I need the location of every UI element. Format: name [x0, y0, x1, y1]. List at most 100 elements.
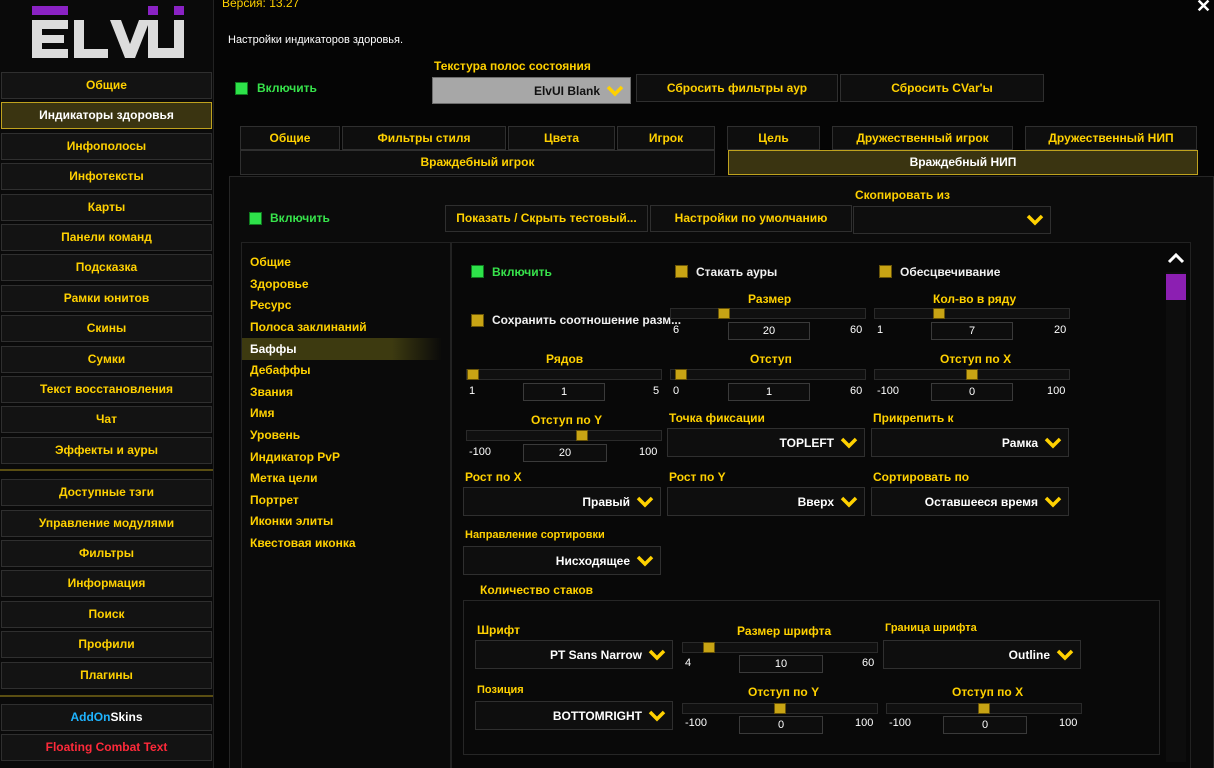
per-row-input[interactable]: 7: [931, 322, 1013, 340]
tab-player[interactable]: Игрок: [617, 126, 715, 150]
y-offset-slider-thumb[interactable]: [576, 430, 588, 441]
section-item-pvp-indicator[interactable]: Индикатор PvP: [250, 450, 340, 464]
y-offset-input[interactable]: 20: [523, 444, 607, 462]
tab-colors[interactable]: Цвета: [508, 126, 615, 150]
per-row-slider-thumb[interactable]: [933, 308, 945, 319]
x-offset-slider[interactable]: [874, 369, 1070, 380]
sidebar-item[interactable]: Поиск: [1, 601, 212, 628]
section-item-power[interactable]: Ресурс: [250, 298, 292, 312]
section-item-level[interactable]: Уровень: [250, 428, 301, 442]
font-size-input[interactable]: 10: [739, 655, 823, 673]
tab-target[interactable]: Цель: [727, 126, 820, 150]
section-item-buffs[interactable]: Баффы: [250, 342, 297, 356]
copy-from-select[interactable]: [853, 206, 1051, 234]
stack-x-offset-input[interactable]: 0: [943, 716, 1027, 734]
stack-y-offset-input[interactable]: 0: [739, 716, 823, 734]
section-item-portrait[interactable]: Портрет: [250, 493, 299, 507]
show-hide-test-button[interactable]: Показать / Скрыть тестовый...: [445, 205, 648, 232]
size-min: 6: [673, 324, 680, 336]
tab-general[interactable]: Общие: [240, 126, 340, 150]
size-input[interactable]: 20: [728, 322, 810, 340]
sidebar-item[interactable]: Чат: [1, 406, 212, 433]
stack-y-offset-slider-thumb[interactable]: [774, 703, 786, 714]
font-select[interactable]: PT Sans Narrow: [475, 640, 673, 669]
sidebar-item[interactable]: Подсказка: [1, 254, 212, 281]
spacing-slider-thumb[interactable]: [675, 369, 687, 380]
tab-friendly-player[interactable]: Дружественный игрок: [832, 126, 1013, 150]
stack-auras-checkbox[interactable]: [675, 265, 688, 278]
rows-slider[interactable]: [466, 369, 662, 380]
sidebar-item[interactable]: Инфотексты: [1, 163, 212, 190]
sidebar-item[interactable]: Сумки: [1, 346, 212, 373]
position-select[interactable]: BOTTOMRIGHT: [475, 701, 673, 730]
reset-aura-filters-button[interactable]: Сбросить фильтры аур: [636, 74, 838, 102]
keep-ratio-checkbox[interactable]: [471, 314, 484, 327]
section-item-name[interactable]: Имя: [250, 406, 275, 420]
sidebar-item[interactable]: Фильтры: [1, 540, 212, 567]
sidebar-item[interactable]: Индикаторы здоровья: [1, 102, 212, 129]
sidebar-item[interactable]: Эффекты и ауры: [1, 437, 212, 464]
tab-enemy-player[interactable]: Враждебный игрок: [240, 150, 715, 175]
sidebar-item[interactable]: Скины: [1, 315, 212, 342]
sidebar-item[interactable]: Доступные тэги: [1, 479, 212, 506]
sidebar-item[interactable]: Управление модулями: [1, 510, 212, 537]
section-item-general[interactable]: Общие: [250, 255, 291, 269]
section-item-raid-target[interactable]: Метка цели: [250, 471, 318, 485]
anchor-point-select[interactable]: TOPLEFT: [667, 428, 865, 457]
unit-enable-checkbox[interactable]: [249, 212, 262, 225]
growth-x-select[interactable]: Правый: [463, 487, 661, 516]
size-slider-thumb[interactable]: [718, 308, 730, 319]
section-item-castbar[interactable]: Полоса заклинаний: [250, 320, 367, 334]
sidebar-item-addonskins[interactable]: AddOnSkins: [1, 704, 212, 731]
tab-enemy-npc[interactable]: Враждебный НИП: [728, 150, 1198, 175]
tab-friendly-npc[interactable]: Дружественный НИП: [1025, 126, 1197, 150]
sidebar-item[interactable]: Общие: [1, 72, 212, 99]
sidebar-item[interactable]: Информация: [1, 570, 212, 597]
sort-by-select[interactable]: Оставшееся время: [871, 487, 1069, 516]
tab-style-filters[interactable]: Фильтры стиля: [342, 126, 506, 150]
section-item-titles[interactable]: Звания: [250, 385, 294, 399]
attach-to-select[interactable]: Рамка: [871, 428, 1069, 457]
scrollbar-track[interactable]: [1166, 272, 1186, 762]
section-item-debuffs[interactable]: Дебаффы: [250, 363, 311, 377]
rows-input[interactable]: 1: [523, 383, 605, 401]
sort-direction-select[interactable]: Нисходящее: [463, 546, 661, 575]
scrollbar-thumb[interactable]: [1166, 274, 1186, 300]
sidebar-item[interactable]: Текст восстановления: [1, 376, 212, 403]
section-list-highlight: [242, 338, 442, 360]
texture-select[interactable]: ElvUI Blank: [432, 77, 631, 104]
sidebar-item[interactable]: Профили: [1, 631, 212, 658]
sidebar-item-floating-combat-text[interactable]: Floating Combat Text: [1, 734, 212, 761]
x-offset-slider-thumb[interactable]: [966, 369, 978, 380]
rows-max: 5: [653, 385, 660, 397]
close-icon[interactable]: ✕: [1196, 0, 1212, 16]
stack-x-offset-slider[interactable]: [886, 703, 1082, 714]
sidebar-item[interactable]: Карты: [1, 194, 212, 221]
desaturate-checkbox[interactable]: [879, 265, 892, 278]
growth-y-select[interactable]: Вверх: [667, 487, 865, 516]
reset-cvars-button[interactable]: Сбросить CVar'ы: [840, 74, 1044, 102]
sidebar-item[interactable]: Панели команд: [1, 224, 212, 251]
font-outline-select[interactable]: Outline: [883, 640, 1081, 669]
x-offset-input[interactable]: 0: [931, 383, 1013, 401]
defaults-button[interactable]: Настройки по умолчанию: [650, 205, 852, 232]
chevron-up-icon[interactable]: [1166, 250, 1186, 266]
stack-y-offset-slider[interactable]: [682, 703, 878, 714]
rows-slider-thumb[interactable]: [467, 369, 479, 380]
per-row-slider[interactable]: [874, 308, 1070, 319]
spacing-slider[interactable]: [670, 369, 866, 380]
buffs-enable-checkbox[interactable]: [471, 265, 484, 278]
spacing-input[interactable]: 1: [728, 383, 810, 401]
section-item-quest-icon[interactable]: Квестовая иконка: [250, 536, 356, 550]
section-item-elite-icon[interactable]: Иконки элиты: [250, 514, 334, 528]
section-item-health[interactable]: Здоровье: [250, 277, 309, 291]
sidebar-item[interactable]: Инфополосы: [1, 133, 212, 160]
enable-checkbox[interactable]: [235, 82, 248, 95]
size-slider[interactable]: [670, 308, 866, 319]
sidebar-item[interactable]: Рамки юнитов: [1, 285, 212, 312]
font-size-slider[interactable]: [682, 642, 878, 653]
sidebar-item[interactable]: Плагины: [1, 662, 212, 689]
stack-x-offset-slider-thumb[interactable]: [978, 703, 990, 714]
font-size-slider-thumb[interactable]: [703, 642, 715, 653]
y-offset-slider[interactable]: [466, 430, 662, 441]
